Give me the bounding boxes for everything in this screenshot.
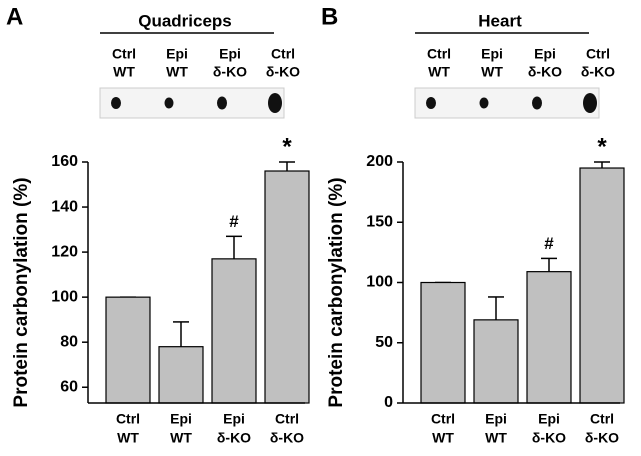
blot-label: WT xyxy=(166,64,188,80)
y-tick-label: 140 xyxy=(51,198,78,215)
x-tick-label: δ-KO xyxy=(585,430,619,446)
blot-label: δ-KO xyxy=(581,64,615,80)
blot-label: δ-KO xyxy=(528,64,562,80)
blot-dot xyxy=(479,97,489,109)
y-tick-label: 50 xyxy=(375,334,393,351)
y-tick-label: 120 xyxy=(51,243,78,260)
y-tick-label: 60 xyxy=(60,378,78,395)
bar xyxy=(158,346,204,404)
panel-label: B xyxy=(321,3,338,30)
blot-label: Epi xyxy=(166,46,188,62)
blot-label: WT xyxy=(481,64,503,80)
x-tick-label: Epi xyxy=(485,411,507,427)
blot xyxy=(414,87,600,119)
y-tick-label: 100 xyxy=(51,288,78,305)
annotation: # xyxy=(544,234,554,253)
bar xyxy=(420,281,466,404)
bar xyxy=(105,296,151,404)
x-tick-label: Ctrl xyxy=(116,411,140,427)
x-tick-label: Ctrl xyxy=(275,411,299,427)
y-axis-label: Protein carbonylation (%) xyxy=(11,177,32,407)
blot-dot xyxy=(583,93,597,113)
blot-label: Ctrl xyxy=(586,46,610,62)
blot-label: Ctrl xyxy=(271,46,295,62)
bar xyxy=(211,258,257,404)
blot-dot xyxy=(217,96,227,110)
panel-title: Heart xyxy=(478,11,522,30)
x-tick-label: WT xyxy=(485,430,507,446)
bar xyxy=(264,170,310,404)
blot-label: Epi xyxy=(481,46,503,62)
panel-title: Quadriceps xyxy=(138,11,232,30)
y-tick-label: 150 xyxy=(366,213,393,230)
x-tick-label: Ctrl xyxy=(590,411,614,427)
x-tick-label: WT xyxy=(432,430,454,446)
y-tick-label: 80 xyxy=(60,333,78,350)
blot xyxy=(99,87,285,119)
blot-label: δ-KO xyxy=(266,64,300,80)
blot-dot xyxy=(111,97,121,109)
blot-dot xyxy=(268,93,282,113)
blot-dot xyxy=(164,97,174,109)
annotation: # xyxy=(229,212,239,231)
x-tick-label: Epi xyxy=(223,411,245,427)
annotation: * xyxy=(282,133,292,160)
blot-label: Epi xyxy=(534,46,556,62)
x-tick-label: δ-KO xyxy=(217,430,251,446)
blot-label: Ctrl xyxy=(112,46,136,62)
x-tick-label: δ-KO xyxy=(532,430,566,446)
y-tick-label: 0 xyxy=(384,394,393,411)
blot-label: Epi xyxy=(219,46,241,62)
y-tick-label: 160 xyxy=(51,153,78,170)
y-tick-label: 100 xyxy=(366,274,393,291)
bar xyxy=(526,271,572,404)
x-tick-label: Ctrl xyxy=(431,411,455,427)
x-tick-label: Epi xyxy=(170,411,192,427)
blot-dot xyxy=(426,97,436,109)
blot-dot xyxy=(532,96,542,110)
x-tick-label: WT xyxy=(170,430,192,446)
blot-label: δ-KO xyxy=(213,64,247,80)
y-axis-label: Protein carbonylation (%) xyxy=(326,177,347,407)
x-tick-label: δ-KO xyxy=(270,430,304,446)
x-tick-label: Epi xyxy=(538,411,560,427)
blot-label: WT xyxy=(113,64,135,80)
x-tick-label: WT xyxy=(117,430,139,446)
bar xyxy=(473,319,519,404)
panel-label: A xyxy=(6,3,23,30)
blot-label: Ctrl xyxy=(427,46,451,62)
bar xyxy=(579,167,625,404)
blot-label: WT xyxy=(428,64,450,80)
annotation: * xyxy=(597,133,607,160)
y-tick-label: 200 xyxy=(366,153,393,170)
